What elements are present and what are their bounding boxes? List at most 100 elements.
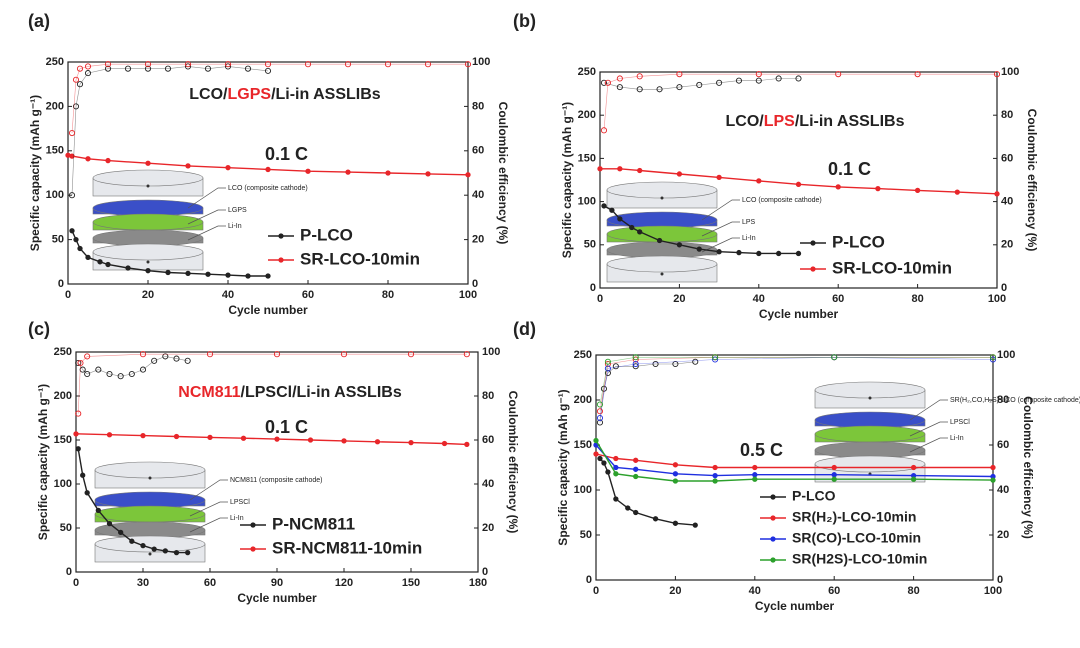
capacity-line [600,168,998,195]
capacity-point [75,446,81,452]
inset-label: NCM811 (composite cathode) [230,477,322,484]
capacity-point [617,166,623,172]
efficiency-point [164,65,172,72]
annotation-part: LCO/ [726,113,765,130]
capacity-point [240,435,247,441]
efficiency-point [604,365,611,372]
efficiency-point [989,356,997,363]
capacity-point [84,490,90,496]
bolt [148,476,152,480]
y-tick-label: 100 [46,189,64,201]
leader-line [909,399,948,421]
efficiency-point [104,65,112,72]
y-tick-label: 50 [52,234,64,246]
efficiency-point [676,71,683,78]
rate-label: 0.5 C [740,440,783,460]
inset-label: SR(H₂,CO,H₂S)-LCO (composite cathode) [950,397,1080,404]
x-tick-label: 60 [828,585,840,597]
efficiency-point [273,351,281,358]
y2-tick-label: 60 [472,145,484,157]
panel-label: (d) [513,319,536,339]
capacity-point [613,455,619,462]
capacity-point [425,171,431,177]
annotation: NCM811/LPSCl/Li-in ASSLIBs [178,384,402,401]
x-tick-label: 40 [749,585,761,597]
y2-tick-label: 40 [997,484,1009,496]
y2-tick-label: 100 [472,56,490,68]
y-axis-title: Specific capacity (mAh g⁻¹) [36,384,50,540]
y2-tick-label: 100 [997,349,1015,361]
capacity-point [625,505,631,511]
efficiency-point [755,77,762,84]
y2-tick-label: 80 [472,100,484,112]
efficiency-point [224,63,232,70]
capacity-point [265,166,271,173]
legend-label: SR-LCO-10min [832,258,952,277]
capacity-point [105,157,111,164]
bolt [148,552,152,556]
legend-label: SR-LCO-10min [300,249,420,268]
capacity-point [185,163,191,169]
inset-label: Li-In [742,235,756,242]
leader-line [189,479,228,501]
leader-line [701,237,740,253]
capacity-point [465,172,471,178]
y2-tick-label: 40 [1001,196,1013,208]
y2-tick-label: 40 [482,478,494,490]
efficiency-point [184,357,191,364]
current-collector-top [606,255,718,273]
rate-label: 0.1 C [265,417,308,437]
y2-tick-label: 80 [1001,109,1013,121]
x-tick-label: 0 [65,289,71,301]
capacity-point [633,457,639,463]
capacity-point [73,431,79,437]
inset-label: LPS [742,219,756,226]
y2-axis-title: Coulombic efficiency (%) [506,391,520,534]
y2-tick-label: 40 [472,189,484,201]
capacity-point [605,469,611,475]
efficiency-point [600,79,608,86]
x-tick-label: 40 [753,293,765,305]
capacity-point [652,516,659,522]
y2-tick-label: 0 [1001,282,1007,294]
efficiency-point [716,79,723,86]
efficiency-point [696,81,703,89]
efficiency-point [84,353,91,360]
anode-layer-top [92,229,204,247]
capacity-point [692,522,698,528]
efficiency-point [775,75,782,82]
capacity-point [593,451,599,457]
legend-label: P-LCO [300,225,353,244]
inset-label: LCO (composite cathode) [742,197,822,204]
efficiency-point [204,65,212,72]
capacity-point [69,153,75,159]
capacity-point [696,246,702,252]
capacity-point [629,224,635,231]
legend-marker [770,515,776,521]
efficiency-point [139,351,147,358]
efficiency-point [712,356,719,363]
efficiency-point [632,354,639,361]
capacity-point [994,191,1000,197]
capacity-point [831,472,837,478]
capacity-point [85,254,91,261]
efficiency-point [104,61,112,68]
x-tick-label: 0 [593,585,599,597]
leader-line [909,421,948,437]
annotation-part: LGPS [228,86,272,103]
capacity-point [125,265,131,271]
capacity-point [752,476,758,482]
current-collector-top [606,181,718,199]
y-tick-label: 200 [574,394,592,406]
capacity-point [752,472,758,478]
inset-schematic: LCO (composite cathode) LPS Li-In [606,181,822,283]
capacity-point [106,520,113,527]
efficiency-point [304,61,312,68]
efficiency-point [676,84,683,91]
y-tick-label: 200 [46,100,64,112]
efficiency-point [124,65,132,72]
x-tick-label: 40 [222,289,234,301]
y-tick-label: 250 [578,66,596,78]
capacity-point [875,185,881,192]
capacity-point [633,509,639,516]
